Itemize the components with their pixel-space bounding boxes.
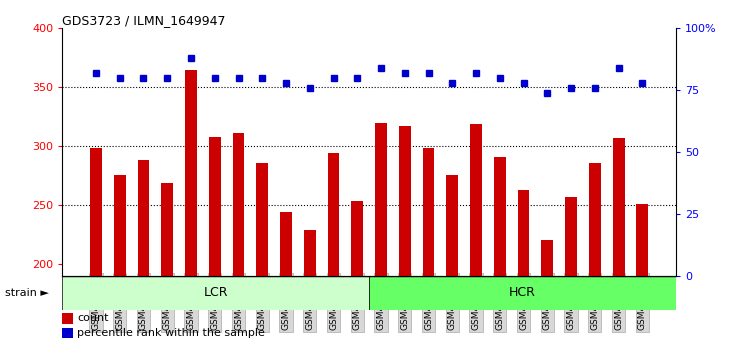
Bar [613,138,624,275]
Bar [162,183,173,275]
Bar [637,204,648,275]
Bar [352,201,363,275]
Bar [114,176,126,275]
Bar [494,157,506,275]
Bar [518,190,529,275]
Bar [470,124,482,275]
Text: LCR: LCR [203,286,228,299]
Bar [399,126,411,275]
Bar [62,275,369,310]
Bar [62,313,73,324]
Bar [589,162,601,275]
Bar [423,148,434,275]
Bar [327,153,339,275]
Bar [90,148,102,275]
Text: strain ►: strain ► [5,288,50,298]
Bar [542,240,553,275]
Bar [447,176,458,275]
Text: count: count [77,314,109,324]
Bar [280,212,292,275]
Bar [304,230,316,275]
Text: HCR: HCR [510,286,536,299]
Bar [232,133,244,275]
Bar [209,137,221,275]
Text: percentile rank within the sample: percentile rank within the sample [77,328,265,338]
Text: GDS3723 / ILMN_1649947: GDS3723 / ILMN_1649947 [62,14,226,27]
Bar [62,328,73,338]
Bar [369,275,676,310]
Bar [185,69,197,275]
Bar [257,162,268,275]
Bar [375,122,387,275]
Bar [137,160,149,275]
Bar [565,197,577,275]
